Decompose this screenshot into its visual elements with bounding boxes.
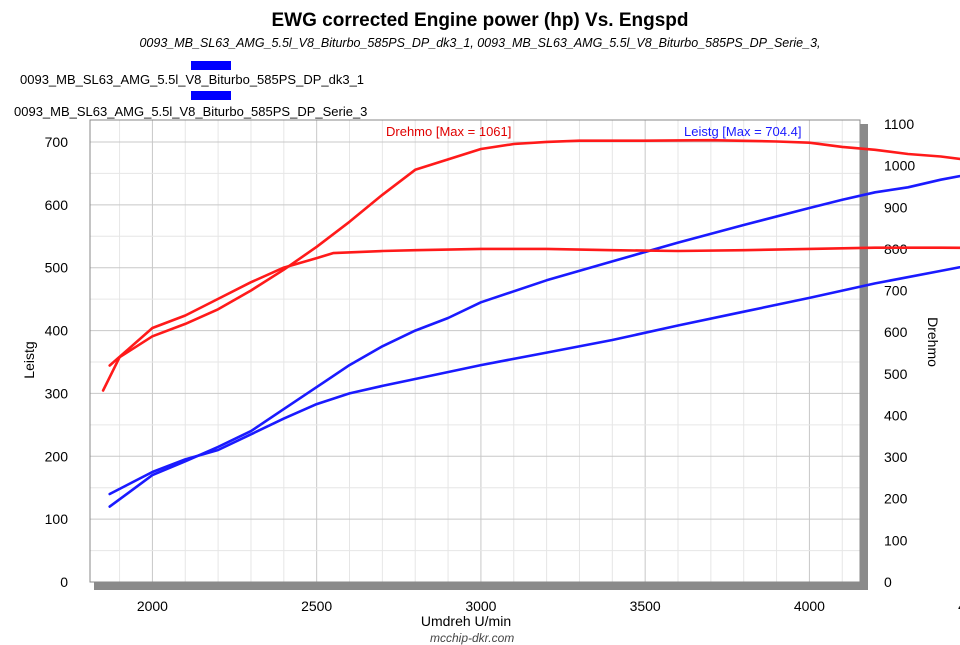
- y-right-tick-label: 600: [884, 324, 908, 340]
- chart-subtitle: 0093_MB_SL63_AMG_5.5l_V8_Biturbo_585PS_D…: [139, 36, 821, 50]
- y-right-tick-label: 200: [884, 491, 908, 507]
- right-axis-bar: [860, 124, 868, 590]
- x-tick-label: 3500: [630, 598, 661, 614]
- y-right-tick-label: 1000: [884, 158, 915, 174]
- y-right-tick-label: 500: [884, 366, 908, 382]
- chart-title: EWG corrected Engine power (hp) Vs. Engs…: [271, 10, 689, 31]
- series-lines: [101, 138, 960, 508]
- y-right-tick-label: 900: [884, 199, 908, 215]
- plot-area-frame: [89, 119, 861, 583]
- x-tick-label: 2500: [301, 598, 332, 614]
- y-right-tick-label: 1100: [884, 116, 914, 132]
- torque-max-annotation: Drehmo [Max = 1061]: [386, 124, 511, 139]
- y-left-tick-label: 200: [45, 448, 69, 464]
- series-line-3: [101, 138, 960, 392]
- gridlines: [90, 120, 860, 582]
- y-left-tick-label: 300: [45, 385, 69, 401]
- y-left-tick-label: 0: [60, 574, 68, 590]
- legend-entry-1: 0093_MB_SL63_AMG_5.5l_V8_Biturbo_585PS_D…: [20, 72, 364, 87]
- x-tick-label: 3000: [465, 598, 496, 614]
- bottom-axis-bar: [94, 582, 868, 590]
- y-left-tick-label: 600: [45, 197, 69, 213]
- legend-swatch-1: [191, 61, 231, 70]
- y-left-tick-label: 500: [45, 260, 69, 276]
- legend-label: 0093_MB_SL63_AMG_5.5l_V8_Biturbo_585PS_D…: [20, 72, 365, 87]
- y-axis-right-label: Drehmo: [925, 317, 941, 367]
- y-right-tick-label: 0: [884, 574, 892, 590]
- axis-ticks: 2000250030003500400045005000550060000100…: [45, 116, 960, 614]
- x-tick-label: 4500: [958, 598, 960, 614]
- y-left-tick-label: 400: [45, 323, 69, 339]
- series-line-2: [108, 265, 960, 496]
- y-right-tick-label: 300: [884, 449, 908, 465]
- power-max-annotation: Leistg [Max = 704.4]: [684, 124, 801, 139]
- y-left-tick-label: 100: [45, 511, 69, 527]
- y-right-tick-label: 700: [884, 283, 908, 299]
- footer-watermark: mcchip-dkr.com: [430, 631, 515, 645]
- legend-entry-2: 0093_MB_SL63_AMG_5.5l_V8_Biturbo_585PS_D…: [14, 104, 367, 119]
- legend-label: 0093_MB_SL63_AMG_5.5l_V8_Biturbo_585PS_D…: [14, 104, 368, 119]
- x-tick-label: 4000: [794, 598, 825, 614]
- series-line-1: [108, 174, 960, 508]
- y-right-tick-label: 400: [884, 407, 908, 423]
- legend-swatch-2: [191, 91, 231, 100]
- x-axis-label: Umdreh U/min: [421, 613, 511, 629]
- y-right-tick-label: 100: [884, 532, 908, 548]
- x-tick-label: 2000: [137, 598, 168, 614]
- y-axis-left-label: Leistg: [21, 341, 37, 378]
- series-line-4: [108, 246, 960, 367]
- y-left-tick-label: 700: [45, 134, 69, 150]
